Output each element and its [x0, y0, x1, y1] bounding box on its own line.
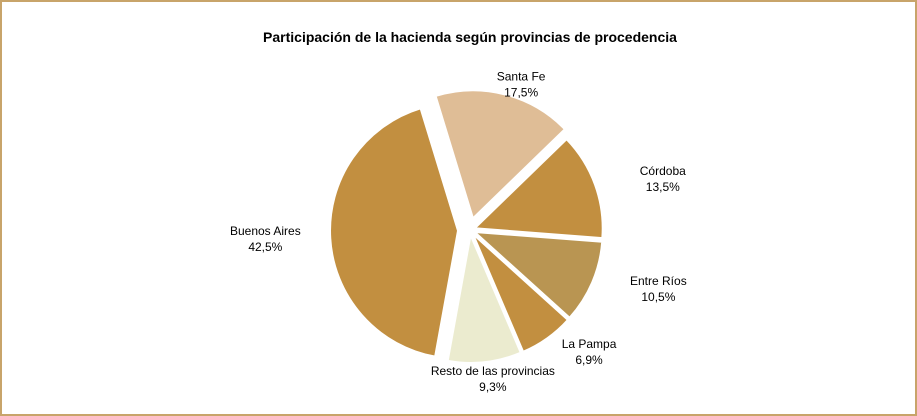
slice-value: 9,3% [479, 380, 507, 394]
slice-value: 13,5% [646, 180, 680, 194]
pie-slice [446, 231, 523, 364]
chart-title: Participación de la hacienda según provi… [263, 29, 677, 45]
pie-slice [329, 107, 460, 358]
slice-value: 42,5% [248, 240, 282, 254]
slice-value: 10,5% [641, 290, 675, 304]
slice-label: Resto de las provincias [431, 364, 555, 378]
slice-label: Córdoba [640, 164, 686, 178]
pie-slice [434, 89, 567, 221]
slice-label: Buenos Aires [230, 224, 301, 238]
slice-label: Entre Ríos [630, 274, 687, 288]
slice-label: La Pampa [562, 337, 617, 351]
pie-slice [471, 233, 570, 354]
slice-value: 17,5% [504, 86, 538, 100]
pie-slice [471, 230, 604, 320]
slice-value: 6,9% [575, 353, 603, 367]
slice-label: Santa Fe [497, 70, 546, 84]
pie-slice [472, 137, 604, 240]
